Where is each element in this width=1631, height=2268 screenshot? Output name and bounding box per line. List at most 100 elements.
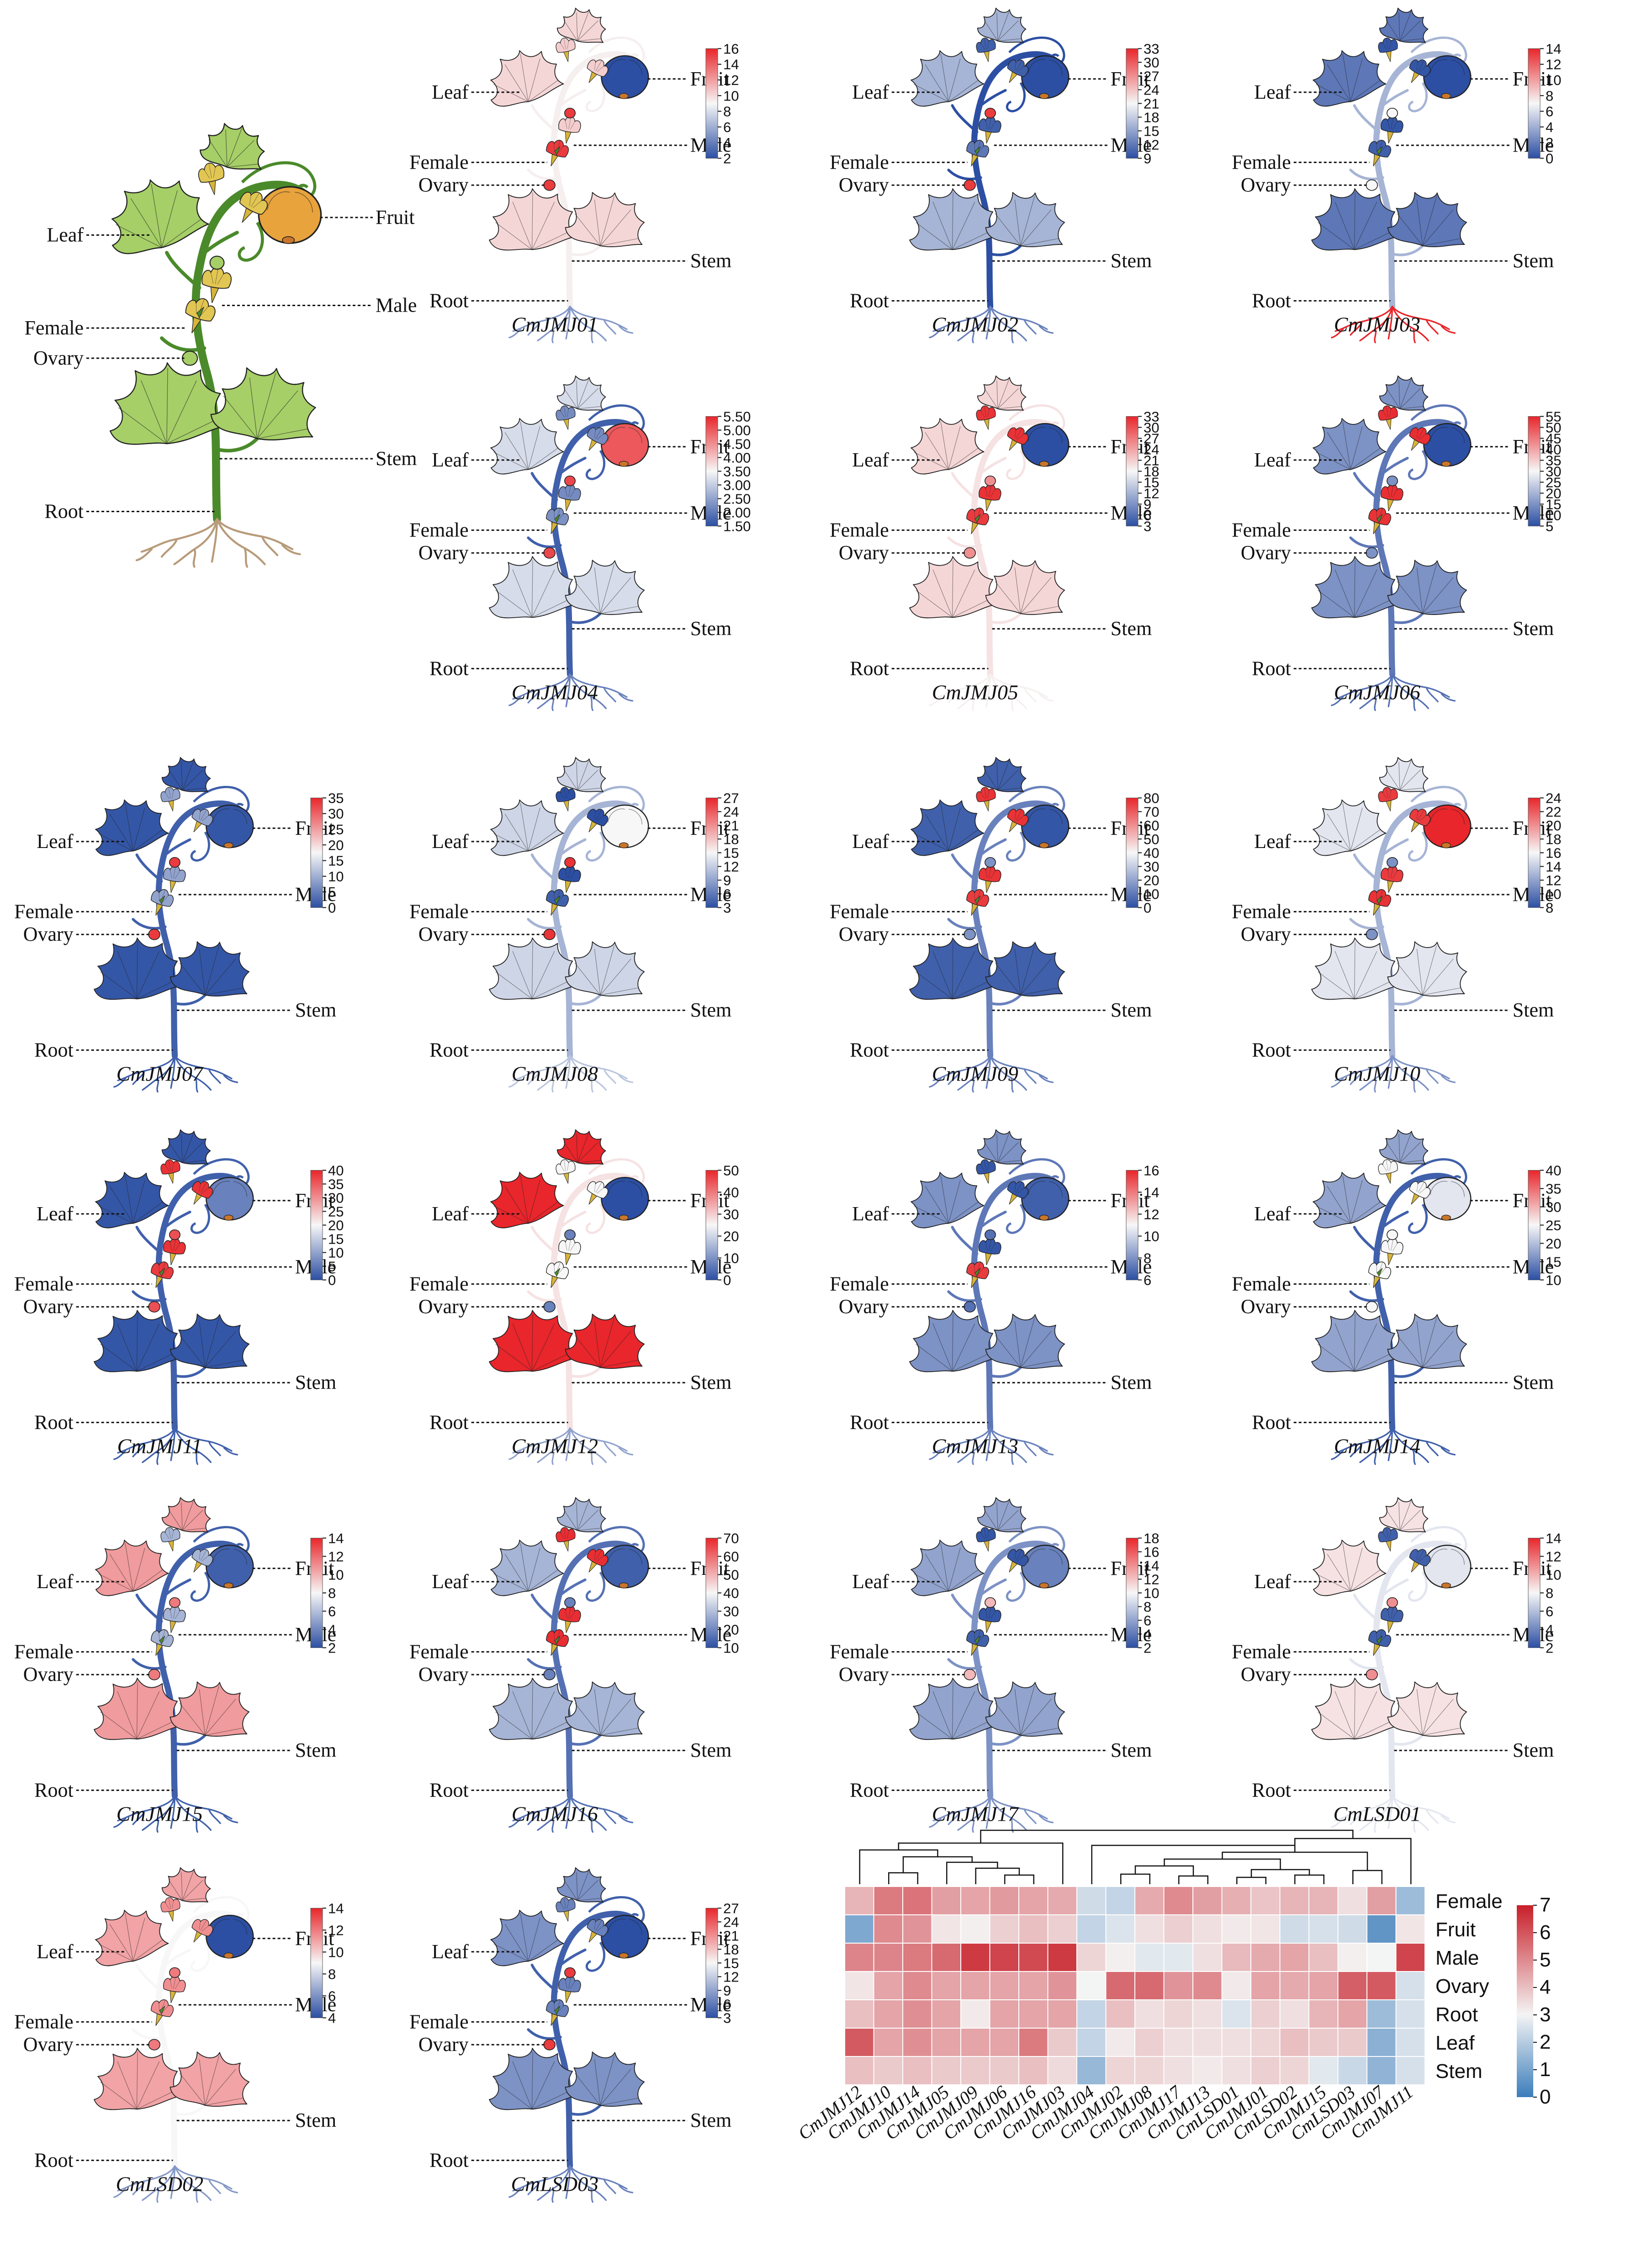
scale-tick-label: 30 (1144, 54, 1159, 70)
scale-tick-label: 27 (1144, 68, 1159, 84)
heatmap-cell (1193, 1887, 1222, 1914)
heatmap-cell (961, 1887, 990, 1914)
heatmap-cell (990, 1915, 1018, 1943)
scale-tick-label: 2 (1546, 1640, 1553, 1656)
heatmap-cell (1309, 1915, 1338, 1943)
heatmap-cell (961, 2000, 990, 2028)
scale-tick-label: 6 (1546, 104, 1553, 120)
color-scale-bar (1528, 797, 1541, 908)
tissue-label-root: Root (44, 500, 84, 523)
tissue-label-root: Root (34, 1039, 74, 1061)
heatmap-cell (1280, 2029, 1308, 2056)
heatmap-cell (1280, 1915, 1308, 1943)
heatmap-cell (1106, 2057, 1134, 2084)
tissue-label-root: Root (1252, 1779, 1291, 1801)
tissue-label-stem: Stem (1513, 617, 1554, 640)
scale-tick-label: 10 (1144, 886, 1159, 902)
scale-tick-label: 21 (1144, 452, 1159, 468)
gene-name: CmLSD02 (116, 2173, 203, 2196)
scale-tick-label: 20 (1546, 817, 1561, 833)
color-scale-bar (705, 48, 718, 159)
scale-tick-label: 27 (723, 1900, 739, 1916)
heatmap-cell (1222, 2000, 1250, 2028)
heatmap-scale-tick: 2 (1540, 2031, 1551, 2053)
scale-tick-label: 9 (1144, 496, 1151, 512)
heatmap-cell (1077, 1972, 1106, 1999)
tissue-label-female: Female (409, 1272, 469, 1295)
scale-tick-label: 18 (1546, 831, 1561, 847)
scale-tick-label: 8 (723, 104, 731, 120)
tissue-label-ovary: Ovary (23, 923, 74, 945)
tissue-label-root: Root (429, 289, 469, 312)
scale-tick-label: 12 (723, 72, 739, 88)
heatmap-cell (1280, 1944, 1308, 1971)
tissue-label-stem: Stem (1111, 1739, 1152, 1761)
scale-tick-label: 50 (723, 1162, 739, 1178)
tissue-label-ovary: Ovary (839, 1663, 889, 1685)
scale-tick-label: 20 (328, 837, 344, 853)
heatmap-cell (1367, 1915, 1396, 1943)
heatmap-cell (1164, 1972, 1192, 1999)
heatmap-cell (1309, 2057, 1338, 2084)
heatmap-cell (1135, 1887, 1164, 1914)
heatmap-cell (1338, 2029, 1366, 2056)
color-scale-bar (1126, 416, 1139, 526)
heatmap-cell (961, 1972, 990, 1999)
heatmap-cell (1280, 2000, 1308, 2028)
tissue-label-root: Root (850, 1039, 889, 1061)
scale-tick-label: 4.00 (723, 450, 751, 466)
tissue-label-ovary: Ovary (418, 923, 469, 945)
gene-panel-cmjmj09: LeafFruitFemaleOvaryMaleStemRootCmJMJ098… (830, 757, 1159, 1093)
tissue-label-ovary: Ovary (839, 174, 889, 196)
gene-name: CmJMJ16 (512, 1802, 598, 1826)
scale-tick-label: 10 (1546, 72, 1561, 88)
scale-tick-label: 18 (1144, 1530, 1159, 1546)
heatmap-cell (1367, 2029, 1396, 2056)
gene-panel-cmjmj10: LeafFruitFemaleOvaryMaleStemRootCmJMJ102… (1232, 757, 1561, 1093)
heatmap-cell (1338, 1944, 1366, 1971)
color-scale-bar (1126, 797, 1139, 908)
scale-tick-label: 5 (328, 1258, 336, 1274)
scale-tick-label: 35 (328, 790, 344, 806)
gene-name: CmJMJ13 (932, 1435, 1018, 1458)
tissue-label-female: Female (830, 1640, 889, 1663)
heatmap-cell (1251, 1915, 1280, 1943)
scale-tick-label: 70 (723, 1530, 739, 1546)
gene-name: CmJMJ11 (117, 1435, 202, 1458)
heatmap-cell (990, 2057, 1018, 2084)
gene-name: CmJMJ06 (1334, 681, 1420, 704)
scale-tick-label: 4 (723, 135, 731, 151)
heatmap-row-label: Male (1435, 1947, 1479, 1969)
gene-panel-cmjmj12: LeafFruitFemaleOvaryMaleStemRootCmJMJ125… (409, 1129, 739, 1465)
heatmap-cell (1164, 1915, 1192, 1943)
heatmap-cell (961, 2029, 990, 2056)
tissue-label-root: Root (429, 2149, 469, 2171)
tissue-label-ovary: Ovary (23, 2033, 74, 2056)
tissue-label-ovary: Ovary (1241, 1663, 1291, 1685)
heatmap-row-label: Leaf (1435, 2032, 1475, 2054)
heatmap-cell (1077, 1887, 1106, 1914)
heatmap-cell (1222, 1915, 1250, 1943)
heatmap-cell (1048, 2057, 1076, 2084)
heatmap-cell (1164, 1944, 1192, 1971)
scale-tick-label: 3.50 (723, 463, 751, 479)
scale-tick-label: 2 (328, 1640, 336, 1656)
gene-name: CmJMJ17 (932, 1802, 1019, 1826)
heatmap-cell (1019, 1887, 1048, 1914)
gene-panel-cmjmj07: LeafFruitFemaleOvaryMaleStemRootCmJMJ073… (14, 757, 344, 1093)
heatmap-cell (874, 1944, 902, 1971)
gene-name: CmLSD03 (511, 2173, 598, 2196)
scale-tick-label: 8 (328, 1966, 336, 1982)
tissue-label-stem: Stem (690, 1739, 731, 1761)
gene-name: CmJMJ14 (1334, 1435, 1420, 1458)
heatmap-cell (990, 2029, 1018, 2056)
gene-panel-cmjmj05: LeafFruitFemaleOvaryMaleStemRootCmJMJ053… (830, 375, 1159, 711)
scale-tick-label: 5.00 (723, 422, 751, 438)
gene-panel-cmjmj17: LeafFruitFemaleOvaryMaleStemRootCmJMJ171… (830, 1497, 1159, 1833)
scale-tick-label: 15 (328, 853, 344, 869)
scale-tick-label: 24 (1144, 82, 1159, 98)
tissue-label-stem: Stem (295, 1371, 336, 1394)
heatmap-scale-tick: 7 (1540, 1894, 1551, 1916)
heatmap-cell (1193, 1915, 1222, 1943)
scale-tick-label: 8 (1546, 1585, 1553, 1601)
